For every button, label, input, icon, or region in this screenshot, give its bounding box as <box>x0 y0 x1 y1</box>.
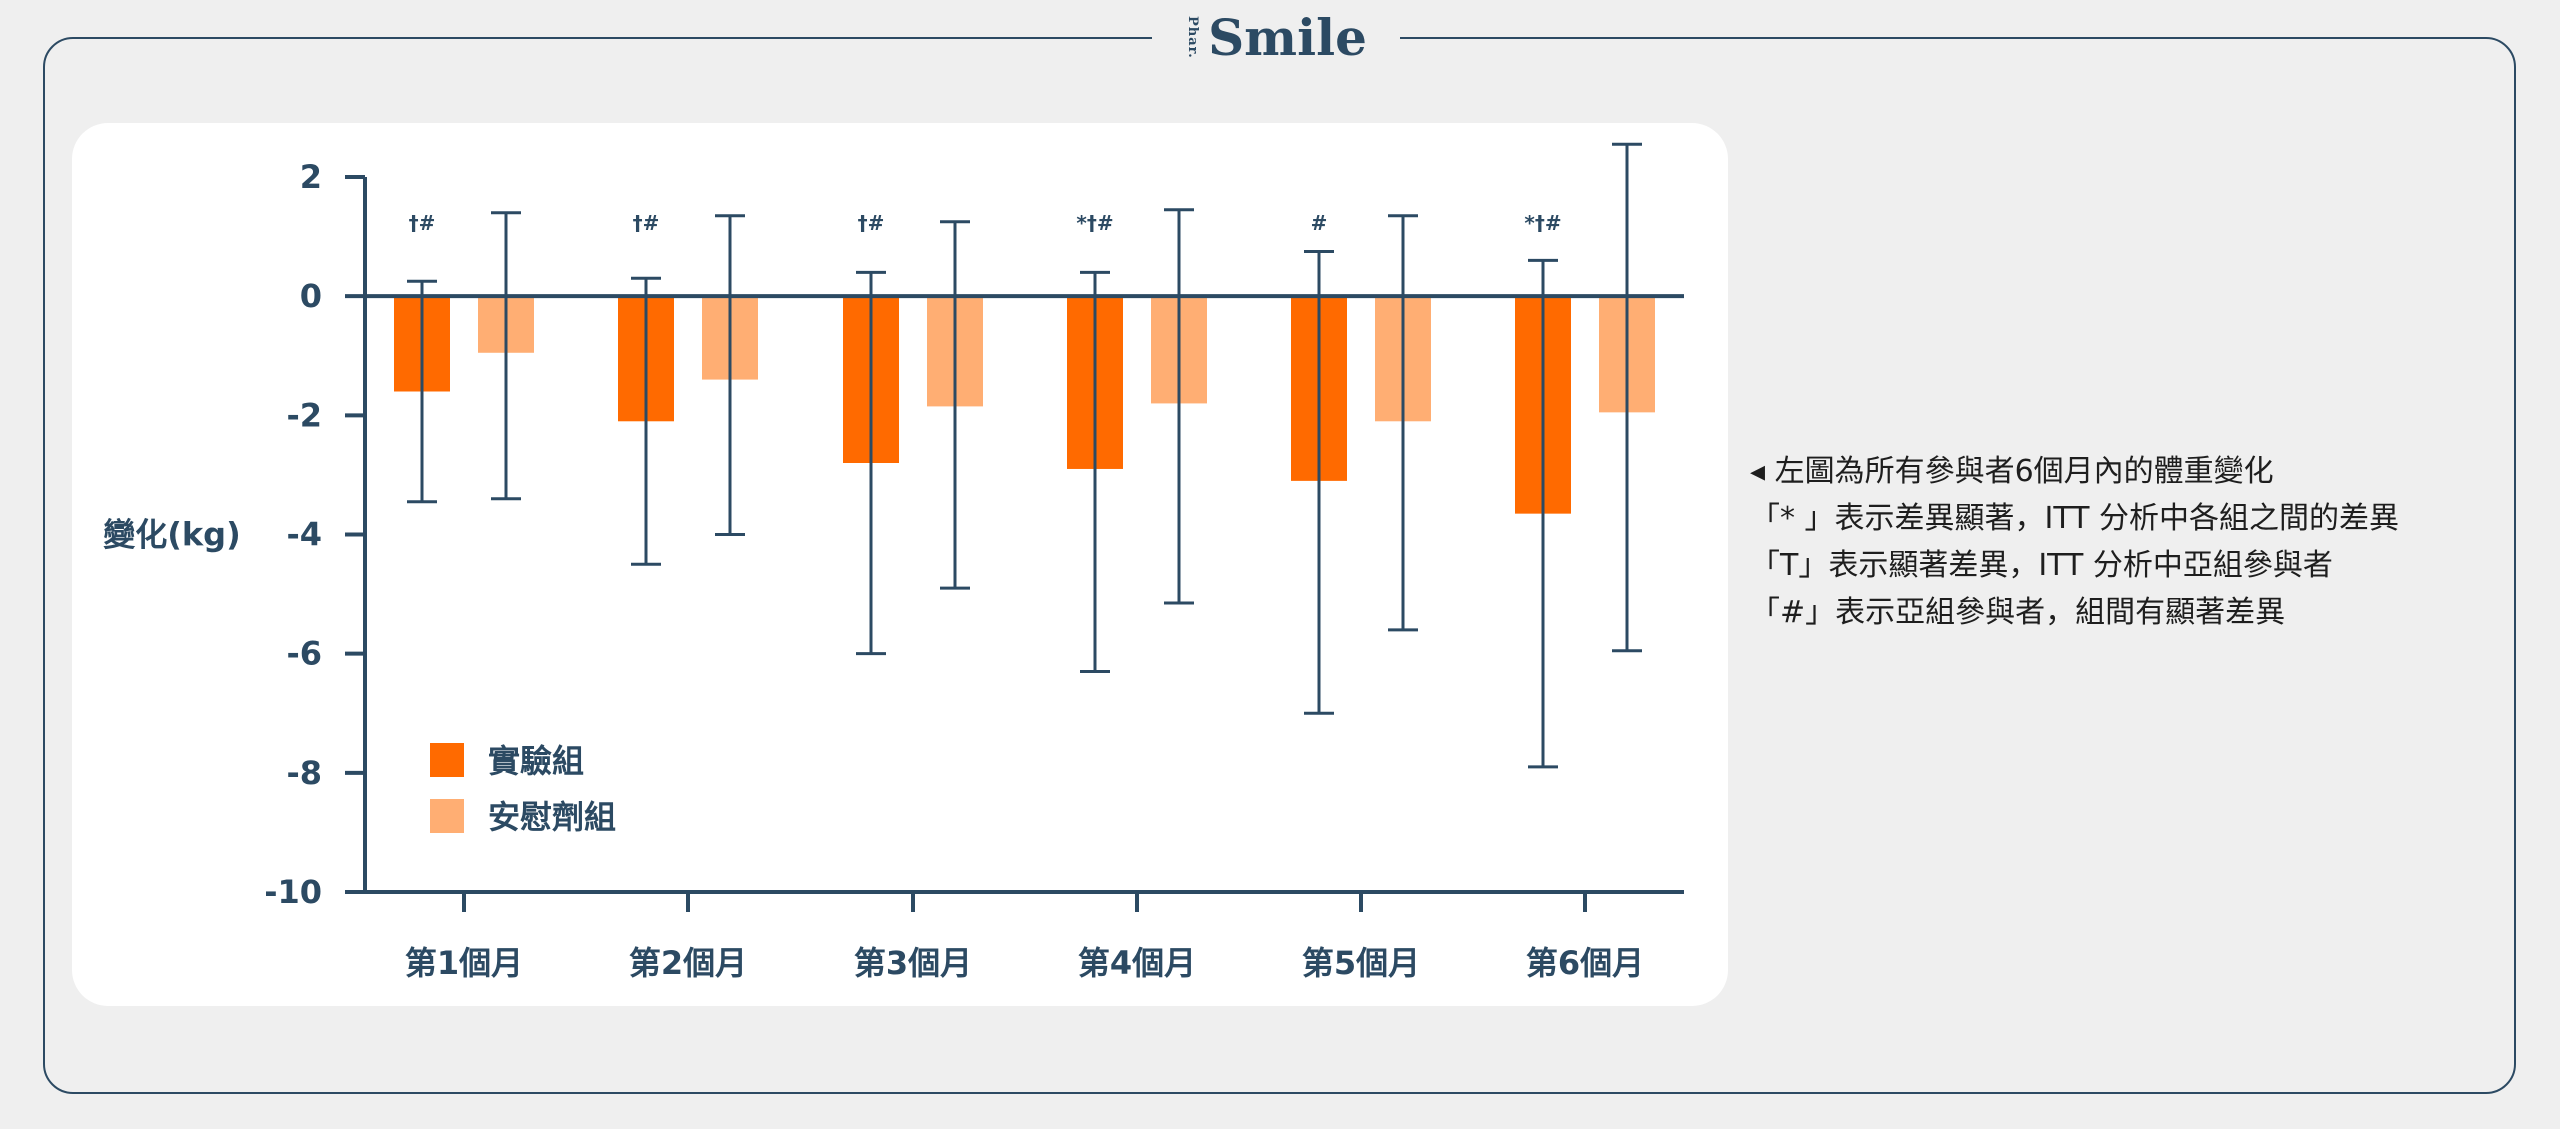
note-line: 「T」表示顯著差異，ITT 分析中亞組參與者 <box>1750 548 2333 583</box>
y-tick-label: -8 <box>286 754 322 792</box>
x-tick-label: 第2個月 <box>629 944 747 982</box>
legend-label: 安慰劑組 <box>488 798 616 836</box>
x-tick-label: 第3個月 <box>854 944 972 982</box>
significance-annotation: †# <box>409 211 436 235</box>
legend-label: 實驗組 <box>488 742 584 780</box>
significance-annotation: †# <box>858 211 885 235</box>
x-tick-label: 第1個月 <box>405 944 523 982</box>
brand-logo: Phar. Smile <box>1152 2 1400 72</box>
note-line: 「* 」表示差異顯著，ITT 分析中各組之間的差異 <box>1750 501 2400 536</box>
y-tick-label: -4 <box>286 516 322 554</box>
brand-name: Smile <box>1208 7 1367 67</box>
bar-chart: 2 0 -2 -4 -6 -8 -10 變化(kg) †# †# †# *†# # *†# 第1個月 第2個月… <box>103 142 1684 982</box>
note-line: 「#」表示亞組參與者，組間有顯著差異 <box>1750 595 2286 630</box>
y-axis-label: 變化(kg) <box>103 516 240 554</box>
legend-swatch-placebo <box>430 799 464 833</box>
significance-annotation: †# <box>633 211 660 235</box>
y-tick-label: -10 <box>264 873 322 911</box>
y-tick-label: -2 <box>286 396 322 434</box>
significance-annotation: # <box>1311 211 1328 235</box>
y-tick-label: 0 <box>300 277 322 315</box>
legend-swatch-experimental <box>430 743 464 777</box>
x-tick-label: 第4個月 <box>1078 944 1196 982</box>
note-line: ◂ 左圖為所有參與者6個月內的體重變化 <box>1750 454 2274 489</box>
y-tick-label: 2 <box>300 158 322 196</box>
x-tick-label: 第6個月 <box>1526 944 1644 982</box>
significance-annotation: *†# <box>1076 211 1113 235</box>
chart-panel: 2 0 -2 -4 -6 -8 -10 變化(kg) †# †# †# *†# # *†# 第1個月 第2個月… <box>72 123 1728 1006</box>
significance-annotation: *†# <box>1524 211 1561 235</box>
y-tick-label: -6 <box>286 635 322 673</box>
x-tick-label: 第5個月 <box>1302 944 1420 982</box>
brand-prefix: Phar. <box>1185 15 1201 59</box>
chart-notes: ◂ 左圖為所有參與者6個月內的體重變化 「* 」表示差異顯著，ITT 分析中各組… <box>1750 448 2540 636</box>
